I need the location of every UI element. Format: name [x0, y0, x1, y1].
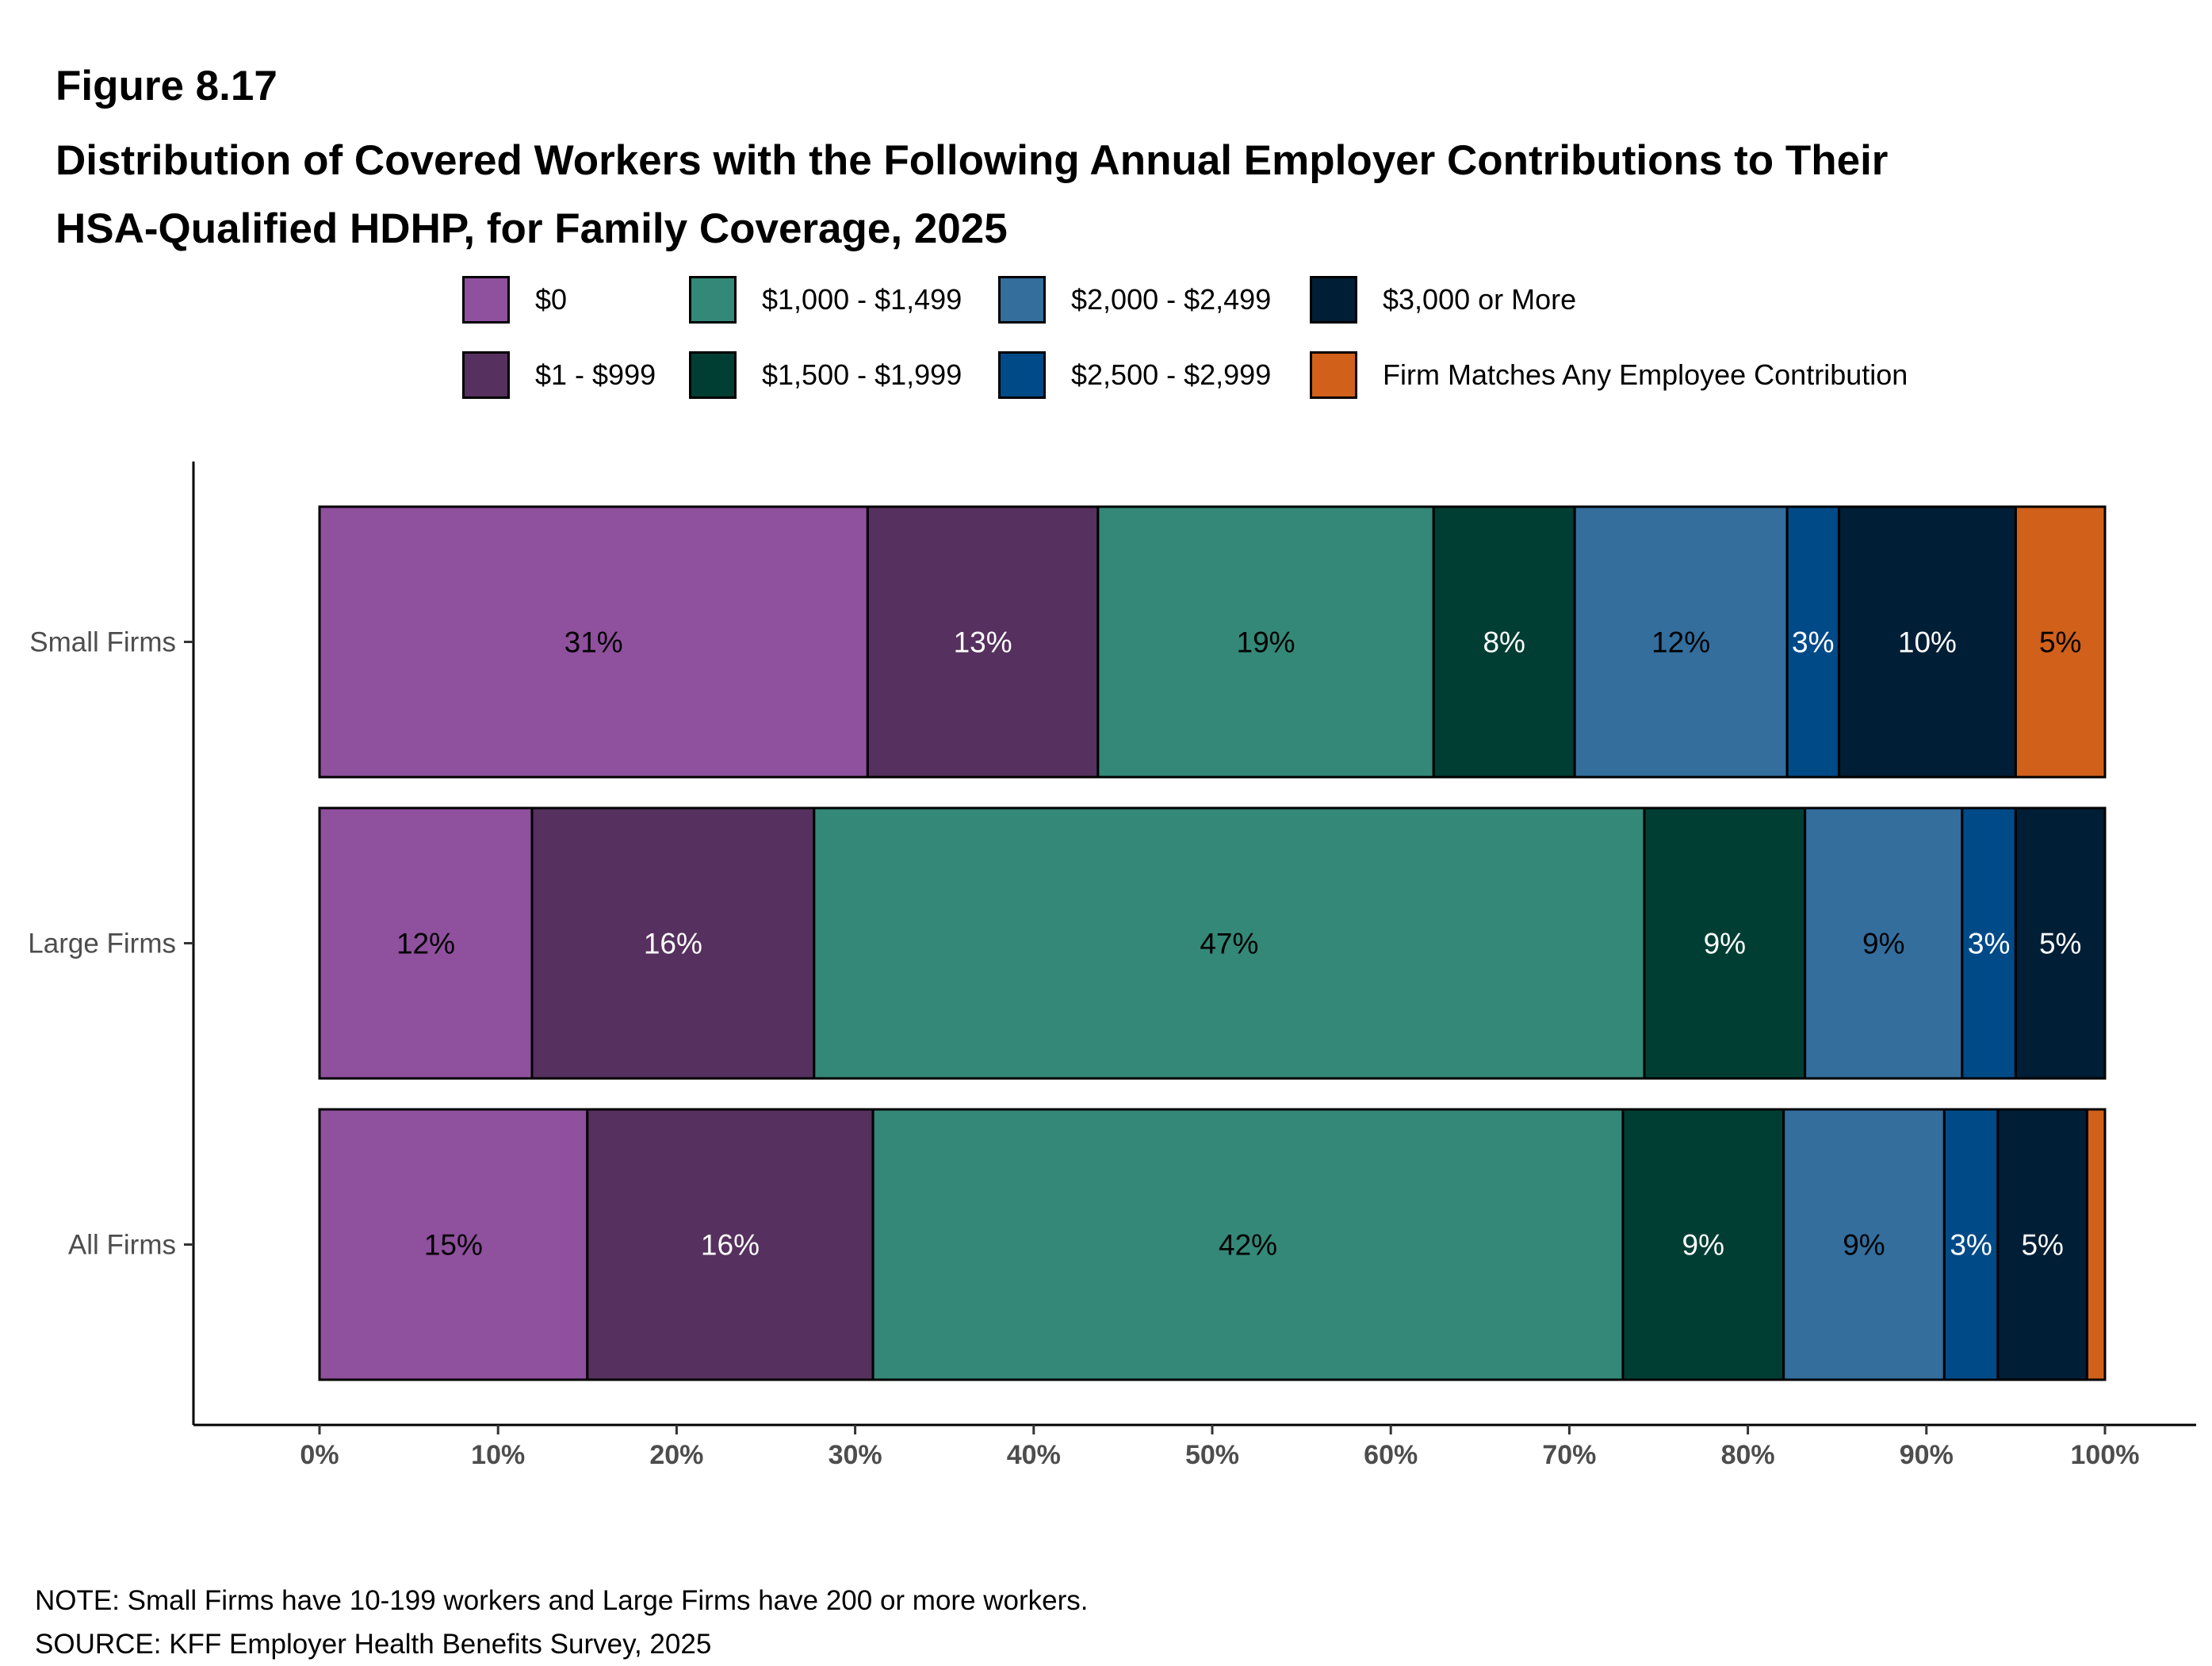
stacked-bar-chart: 0% 10% 20% 30% 40% 50% 60% 70% 80% 90% 100% Small F… [28, 462, 2196, 1470]
legend-item-1-999: $1 - $999 [462, 350, 656, 400]
data-label: 9% [1843, 1229, 1885, 1262]
data-label: 10% [1898, 626, 1957, 659]
category-label-large-firms: Large Firms [28, 929, 176, 959]
legend-label: $1,500 - $1,999 [762, 358, 962, 391]
chart-title-line-1: Distribution of Covered Workers with the… [55, 137, 1889, 184]
legend-label: $1,000 - $1,499 [762, 283, 962, 316]
legend-label: $0 [535, 283, 568, 316]
x-tick-label: 20% [649, 1440, 703, 1470]
legend-label: $1 - $999 [535, 358, 656, 391]
x-tick-label: 80% [1721, 1440, 1775, 1470]
source-text: SOURCE: KFF Employer Health Benefits Sur… [35, 1629, 712, 1660]
x-tick-label: 70% [1542, 1440, 1596, 1470]
data-label: 12% [1651, 626, 1710, 659]
legend-swatch [462, 351, 510, 399]
legend-swatch [689, 276, 737, 324]
x-tick-label: 10% [471, 1440, 525, 1470]
bar-segment-large-firms-2-000-2-499 [1804, 806, 1964, 1080]
data-label: 47% [1200, 928, 1258, 960]
category-label-small-firms: Small Firms [29, 627, 176, 658]
legend-item-1-500-1-999: $1,500 - $1,999 [689, 350, 962, 400]
x-tick-label: 50% [1185, 1440, 1239, 1470]
bar-segment-small-firms-3-000-or-more [1837, 505, 2017, 779]
legend-label: Firm Matches Any Employee Contribution [1383, 358, 1908, 391]
bar-segment-all-firms-1-999 [586, 1108, 874, 1381]
data-label: 5% [2039, 626, 2081, 659]
category-label-all-firms: All Firms [68, 1230, 176, 1261]
chart-title-line-2: HSA-Qualified HDHP, for Family Coverage,… [55, 205, 1008, 252]
bar-segment-large-firms-1-000-1-499 [813, 806, 1646, 1080]
data-label: 13% [954, 626, 1012, 659]
data-label: 16% [701, 1229, 760, 1262]
legend-label: $2,000 - $2,499 [1071, 283, 1272, 316]
note-text: NOTE: Small Firms have 10-199 workers an… [35, 1585, 1089, 1616]
data-label: 31% [564, 626, 623, 659]
legend-swatch [689, 351, 737, 399]
legend-label: $2,500 - $2,999 [1071, 358, 1272, 391]
bar-segment-all-firms-3-000-or-more [1996, 1108, 2088, 1381]
data-label: 16% [644, 928, 702, 960]
bar-segment-large-firms-1-999 [530, 806, 816, 1080]
bar-segment-small-firms-2-500-2-999 [1785, 505, 1840, 779]
data-label: 5% [2039, 928, 2081, 960]
legend-item-2-500-2-999: $2,500 - $2,999 [998, 350, 1271, 400]
x-tick-label: 60% [1364, 1440, 1418, 1470]
legend-swatch [462, 276, 510, 324]
bar-segment-all-firms-2-500-2-999 [1942, 1108, 2000, 1381]
bar-segment-small-firms-2-000-2-499 [1573, 505, 1789, 779]
bar-segment-small-firms-1-000-1-499 [1096, 505, 1435, 779]
data-label: 42% [1219, 1229, 1277, 1262]
x-tick-label: 40% [1007, 1440, 1061, 1470]
bar-segment-all-firms-firm-matches-any-employee-contribution [2085, 1108, 2107, 1381]
legend-item-firm-matches-any-employee-contribution: Firm Matches Any Employee Contribution [1310, 350, 1908, 400]
data-label: 9% [1704, 928, 1746, 960]
bar-segment-all-firms-2-000-2-499 [1782, 1108, 1946, 1381]
bar-segment-large-firms-3-000-or-more [2014, 806, 2107, 1080]
bar-segment-large-firms-2-500-2-999 [1961, 806, 2017, 1080]
bar-segment-large-firms-0 [318, 806, 534, 1080]
bar-segment-all-firms-1-000-1-499 [871, 1108, 1625, 1381]
data-label: 3% [1950, 1229, 1992, 1262]
legend-swatch [998, 351, 1046, 399]
data-label: 8% [1483, 626, 1525, 659]
x-tick-label: 30% [829, 1440, 882, 1470]
bar-segment-all-firms-1-500-1-999 [1621, 1108, 1785, 1381]
data-label: 9% [1862, 928, 1904, 960]
data-label: 5% [2021, 1229, 2063, 1262]
data-label: 19% [1237, 626, 1295, 659]
data-label: 3% [1792, 626, 1834, 659]
x-tick-label: 100% [2071, 1440, 2140, 1470]
figure-label: Figure 8.17 [55, 63, 277, 109]
legend-swatch [1310, 276, 1357, 324]
data-label: 3% [1968, 928, 2010, 960]
x-tick-label: 0% [300, 1440, 339, 1470]
legend-label: $3,000 or More [1383, 283, 1577, 316]
bar-segment-small-firms-firm-matches-any-employee-contribution [2014, 505, 2107, 779]
bar-segment-all-firms-0 [318, 1108, 589, 1381]
chart-title: Distribution of Covered Workers with the… [55, 127, 2157, 263]
x-tick-label: 90% [1900, 1440, 1954, 1470]
chart-notes: NOTE: Small Firms have 10-199 workers an… [35, 1579, 1089, 1666]
legend-swatch [998, 276, 1046, 324]
data-label: 9% [1682, 1229, 1724, 1262]
legend-item-3-000-or-more: $3,000 or More [1310, 274, 1576, 325]
data-label: 15% [424, 1229, 483, 1262]
legend-item-0: $0 [462, 274, 567, 325]
legend-item-1-000-1-499: $1,000 - $1,499 [689, 274, 962, 325]
legend-swatch [1310, 351, 1357, 399]
chart-legend: $0 $1,000 - $1,499 $2,000 - $2,499 $3,000 o… [462, 274, 1969, 409]
data-label: 12% [396, 928, 455, 960]
bar-segment-large-firms-1-500-1-999 [1643, 806, 1807, 1080]
legend-item-2-000-2-499: $2,000 - $2,499 [998, 274, 1271, 325]
